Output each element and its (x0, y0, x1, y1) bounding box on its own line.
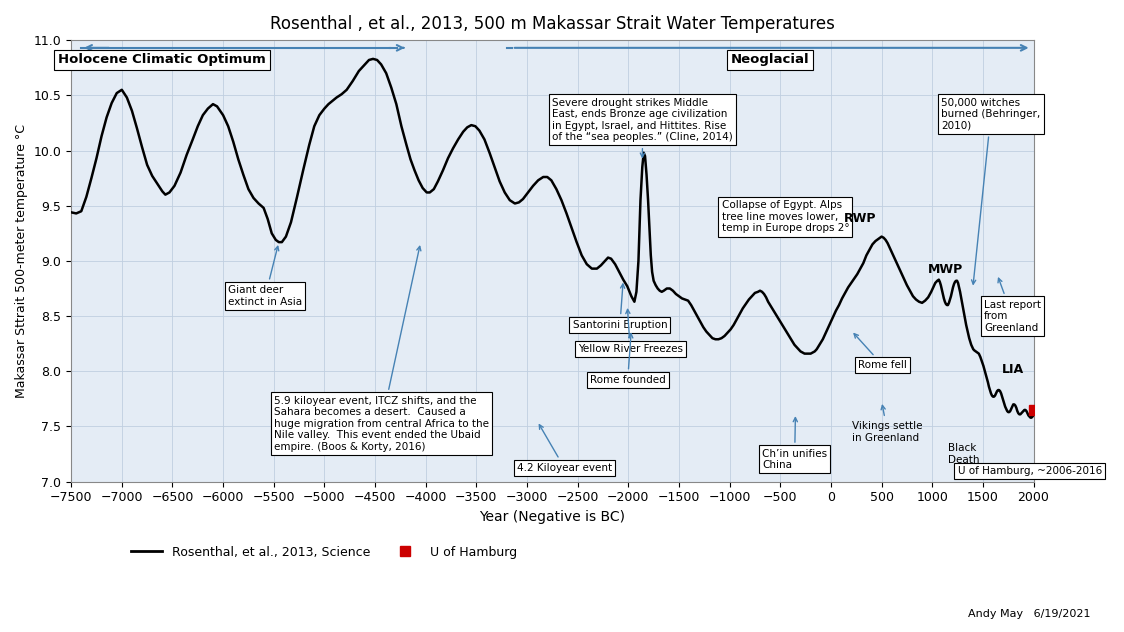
Title: Rosenthal , et al., 2013, 500 m Makassar Strait Water Temperatures: Rosenthal , et al., 2013, 500 m Makassar… (270, 15, 835, 33)
Text: U of Hamburg, ~2006-2016: U of Hamburg, ~2006-2016 (958, 466, 1102, 476)
Text: 50,000 witches
burned (Behringer,
2010): 50,000 witches burned (Behringer, 2010) (941, 97, 1041, 284)
Text: Rome fell: Rome fell (854, 334, 907, 370)
Text: 4.2 Kiloyear event: 4.2 Kiloyear event (517, 425, 611, 473)
Text: Yellow River Freezes: Yellow River Freezes (578, 310, 682, 354)
Text: Holocene Climatic Optimum: Holocene Climatic Optimum (58, 54, 266, 66)
Text: Andy May   6/19/2021: Andy May 6/19/2021 (968, 609, 1090, 619)
Text: 5.9 kiloyear event, ITCZ shifts, and the
Sahara becomes a desert.  Caused a
huge: 5.9 kiloyear event, ITCZ shifts, and the… (274, 246, 489, 452)
Text: Neoglacial: Neoglacial (731, 54, 809, 66)
Text: RWP: RWP (844, 212, 877, 226)
Y-axis label: Makassar Sttrait 500-meter temperature °C: Makassar Sttrait 500-meter temperature °… (15, 124, 28, 398)
Text: Vikings settle
in Greenland: Vikings settle in Greenland (852, 405, 923, 442)
Text: Black
Death: Black Death (948, 443, 979, 465)
X-axis label: Year (Negative is BC): Year (Negative is BC) (479, 510, 625, 524)
Text: Rome founded: Rome founded (590, 334, 665, 385)
Text: Santorini Eruption: Santorini Eruption (572, 284, 668, 330)
Text: Giant deer
extinct in Asia: Giant deer extinct in Asia (228, 246, 302, 307)
Text: Severe drought strikes Middle
East, ends Bronze age civilization
in Egypt, Israe: Severe drought strikes Middle East, ends… (552, 97, 733, 157)
Text: Last report
from
Greenland: Last report from Greenland (984, 278, 1041, 332)
Text: Ch’in unifies
China: Ch’in unifies China (762, 418, 827, 470)
Legend: Rosenthal, et al., 2013, Science, U of Hamburg: Rosenthal, et al., 2013, Science, U of H… (126, 541, 523, 564)
Text: LIA: LIA (1003, 363, 1024, 375)
Text: Collapse of Egypt. Alps
tree line moves lower,
temp in Europe drops 2°: Collapse of Egypt. Alps tree line moves … (722, 200, 849, 233)
Text: MWP: MWP (928, 263, 963, 276)
